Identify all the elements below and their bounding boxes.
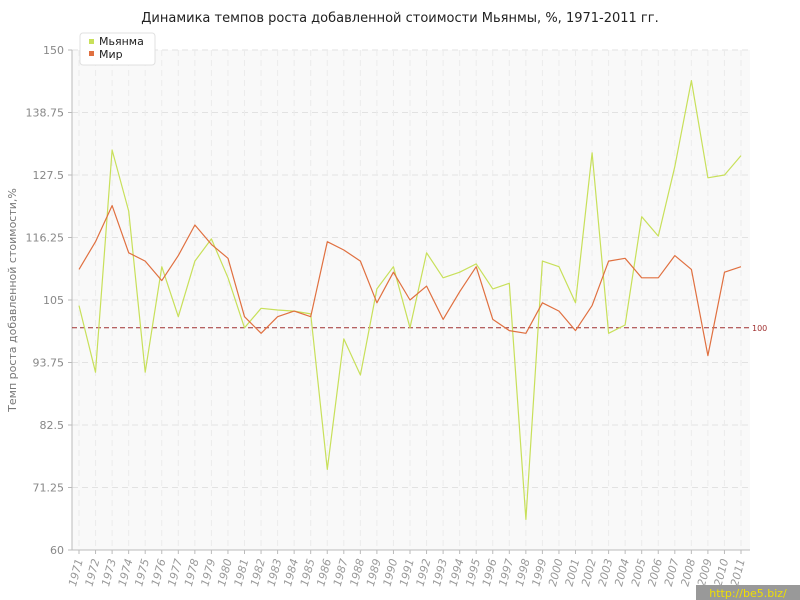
x-ticks: 1971197219731974197519761977197819791980… xyxy=(66,550,748,588)
y-tick-label: 71.25 xyxy=(33,482,65,495)
legend-label-world: Мир xyxy=(99,48,123,61)
legend: Мьянма Мир xyxy=(79,32,156,66)
reference-line-label: 100 xyxy=(752,324,767,333)
y-tick-label: 82.5 xyxy=(40,419,65,432)
y-tick-label: 105 xyxy=(43,294,64,307)
series-line-world xyxy=(78,205,742,357)
watermark-bg xyxy=(696,585,800,600)
legend-label-myanmar: Мьянма xyxy=(99,35,144,48)
reference-line: 100 xyxy=(72,324,767,333)
series xyxy=(78,79,742,521)
y-tick-label: 93.75 xyxy=(33,357,65,370)
legend-box xyxy=(79,32,156,66)
y-ticks: 60 71.25 82.5 93.75 105 116.25 127.5 138.75 150 xyxy=(26,44,72,557)
x-tick-label: 2011 xyxy=(728,557,748,587)
y-axis-label: Темп роста добавленной стоимости,% xyxy=(6,188,19,413)
chart-title: Динамика темпов роста добавленной стоимо… xyxy=(141,11,658,26)
legend-swatch-myanmar xyxy=(89,39,94,44)
y-tick-label: 138.75 xyxy=(26,107,65,120)
y-tick-label: 150 xyxy=(43,44,64,57)
legend-swatch-world xyxy=(89,51,94,56)
watermark-text: http://be5.biz/ xyxy=(709,587,787,600)
y-tick-label: 60 xyxy=(50,544,64,557)
series-line-myanmar xyxy=(78,79,742,521)
y-tick-label: 116.25 xyxy=(26,232,65,245)
y-tick-label: 127.5 xyxy=(33,169,65,182)
